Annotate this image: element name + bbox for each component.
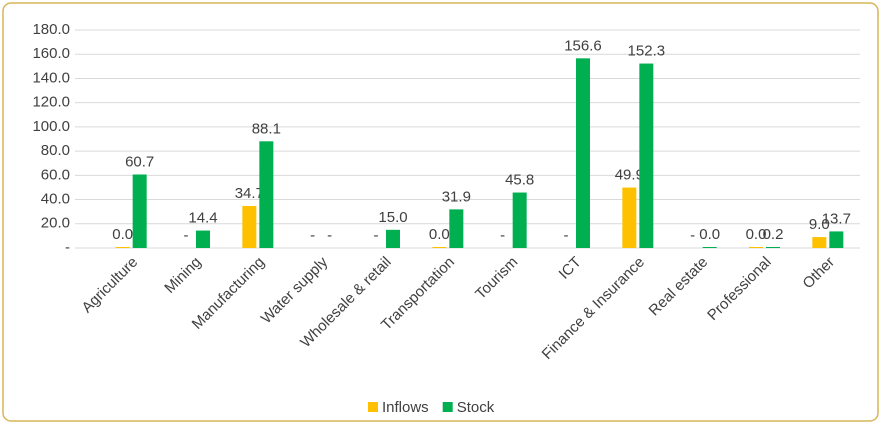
bar (386, 229, 400, 248)
y-tick-label: 40.0 (41, 191, 70, 208)
value-label: 60.7 (125, 153, 154, 170)
y-tick-label: 160.0 (32, 45, 70, 62)
bar (242, 205, 257, 248)
bar (702, 247, 717, 248)
y-tick-label: 120.0 (32, 94, 70, 111)
value-label: - (374, 227, 379, 244)
bar (812, 237, 827, 248)
value-label: 152.3 (628, 43, 666, 60)
y-tick-label: 60.0 (41, 166, 70, 183)
value-label: - (184, 227, 189, 244)
legend-label: Inflows (382, 399, 429, 416)
bar (259, 141, 274, 248)
value-label: 13.7 (822, 210, 851, 227)
value-label: 49.9 (615, 167, 644, 184)
bar (622, 187, 637, 248)
value-label: 0.0 (429, 226, 450, 243)
bar (115, 247, 130, 248)
value-label: 34.7 (235, 185, 264, 202)
bar (749, 247, 763, 248)
value-label: 15.0 (378, 209, 407, 226)
value-label: 0.0 (112, 226, 133, 243)
value-label: 14.4 (188, 210, 217, 227)
bar (432, 247, 447, 248)
bar (576, 58, 590, 249)
y-tick-label: - (65, 239, 70, 256)
bar (829, 231, 844, 248)
value-label: - (500, 227, 505, 244)
value-label: 0.2 (763, 226, 784, 243)
bar (512, 192, 527, 248)
value-label: 0.0 (699, 226, 720, 243)
legend-label: Stock (457, 399, 495, 416)
value-label: 88.1 (252, 120, 281, 137)
bar (449, 209, 464, 248)
bar (639, 63, 654, 249)
value-label: 9.0 (809, 216, 830, 233)
bar (196, 230, 210, 248)
legend-swatch (442, 402, 453, 412)
value-label: 45.8 (505, 171, 534, 188)
y-tick-label: 100.0 (32, 118, 70, 135)
y-tick-label: 20.0 (41, 215, 70, 232)
bar (132, 174, 147, 248)
value-label: - (564, 227, 569, 244)
bar (766, 247, 780, 248)
value-label: - (310, 227, 315, 244)
value-label: 31.9 (442, 188, 471, 205)
value-label: - (327, 227, 332, 244)
y-tick-label: 180.0 (32, 21, 70, 38)
value-label: - (690, 227, 695, 244)
y-tick-label: 80.0 (41, 142, 70, 159)
value-label: 0.0 (746, 226, 767, 243)
y-tick-label: 140.0 (32, 69, 70, 86)
value-label: 156.6 (564, 37, 602, 54)
legend-swatch (368, 402, 378, 412)
